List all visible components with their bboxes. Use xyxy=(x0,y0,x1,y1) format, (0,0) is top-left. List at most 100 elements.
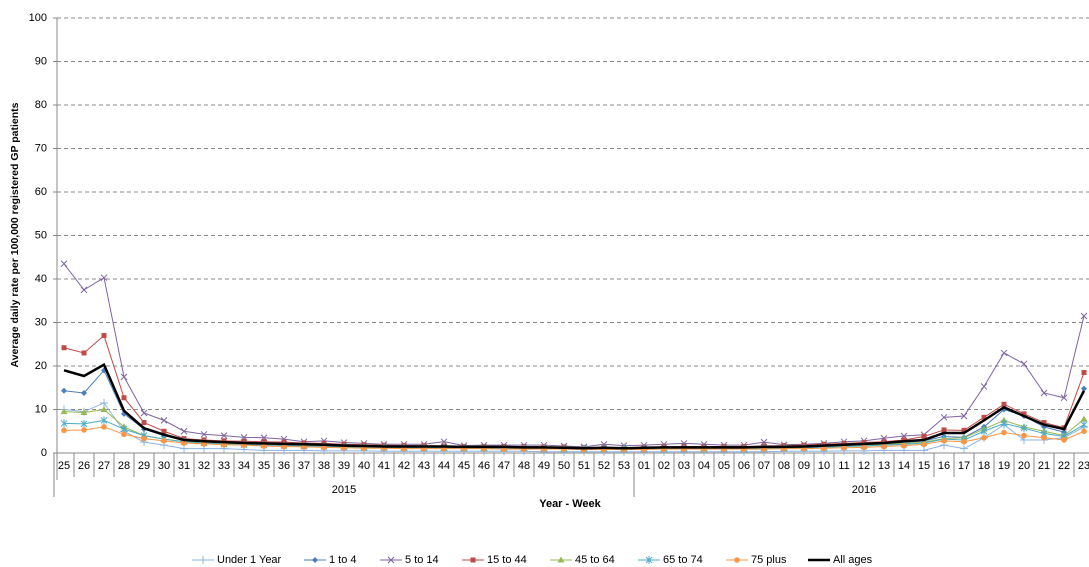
legend-label: 5 to 14 xyxy=(405,554,439,566)
x-tick-label: 52 xyxy=(598,460,610,472)
marker xyxy=(180,444,188,453)
marker xyxy=(61,387,67,394)
x-tick-label: 28 xyxy=(118,460,130,472)
x-tick-label: 25 xyxy=(58,460,70,472)
marker xyxy=(61,427,67,434)
marker xyxy=(61,345,67,351)
y-tick-label: 10 xyxy=(35,403,47,415)
marker xyxy=(881,443,887,450)
x-tick-label: 16 xyxy=(938,460,950,472)
marker xyxy=(940,413,948,421)
marker xyxy=(60,408,68,415)
marker xyxy=(901,442,907,449)
marker xyxy=(100,406,108,412)
marker xyxy=(140,409,148,417)
x-tick-label: 33 xyxy=(218,460,230,472)
marker xyxy=(100,416,108,425)
x-tick-label: 08 xyxy=(778,460,790,472)
x-tick-label: 06 xyxy=(738,460,750,472)
marker xyxy=(557,556,565,563)
x-tick-label: 27 xyxy=(98,460,110,472)
x-tick-label: 18 xyxy=(978,460,990,472)
x-tick-label: 11 xyxy=(838,460,849,472)
marker xyxy=(80,409,88,416)
legend-label: 15 to 44 xyxy=(487,554,527,566)
x-tick-label: 49 xyxy=(538,460,550,472)
marker xyxy=(80,419,88,428)
marker xyxy=(841,444,847,451)
x-tick-label: 10 xyxy=(818,460,830,472)
marker xyxy=(941,427,947,433)
x-tick-label: 05 xyxy=(718,460,730,472)
x-group-label: 2016 xyxy=(852,484,876,496)
y-tick-label: 50 xyxy=(35,229,47,241)
x-tick-label: 50 xyxy=(558,460,570,472)
marker xyxy=(1081,385,1087,392)
x-tick-label: 22 xyxy=(1058,460,1070,472)
marker xyxy=(1001,429,1007,436)
marker xyxy=(387,556,395,564)
marker xyxy=(120,373,128,381)
marker xyxy=(960,444,968,453)
marker xyxy=(312,557,318,563)
marker xyxy=(921,433,927,439)
marker xyxy=(1060,394,1068,402)
marker xyxy=(121,431,127,438)
x-tick-label: 19 xyxy=(998,460,1010,472)
x-tick-label: 35 xyxy=(258,460,270,472)
marker xyxy=(200,430,208,438)
x-tick-label: 42 xyxy=(398,460,410,472)
y-tick-label: 70 xyxy=(35,142,47,154)
marker xyxy=(1000,419,1008,428)
x-tick-label: 30 xyxy=(158,460,170,472)
x-tick-label: 43 xyxy=(418,460,430,472)
y-tick-label: 60 xyxy=(35,186,47,198)
series-line xyxy=(63,263,1085,448)
x-tick-label: 45 xyxy=(458,460,470,472)
legend-label: 1 to 4 xyxy=(329,554,357,566)
x-tick-label: 07 xyxy=(758,460,770,472)
marker xyxy=(100,274,108,282)
x-tick-label: 44 xyxy=(438,460,450,472)
marker xyxy=(980,383,988,390)
marker xyxy=(80,286,88,294)
marker xyxy=(101,333,107,339)
marker xyxy=(941,438,947,444)
marker xyxy=(961,438,967,445)
marker xyxy=(981,434,987,441)
marker xyxy=(1041,434,1047,441)
legend-label: 65 to 74 xyxy=(663,554,703,566)
y-tick-label: 0 xyxy=(41,447,47,459)
x-tick-label: 34 xyxy=(238,460,250,472)
marker xyxy=(1021,411,1027,417)
marker xyxy=(1020,424,1028,433)
marker xyxy=(101,424,107,430)
x-tick-label: 04 xyxy=(698,460,710,472)
marker xyxy=(141,420,147,426)
x-tick-label: 32 xyxy=(198,460,210,472)
marker xyxy=(220,432,228,439)
x-tick-label: 41 xyxy=(378,460,390,472)
marker xyxy=(1001,401,1007,407)
marker xyxy=(1041,420,1047,426)
marker xyxy=(1080,415,1088,422)
marker xyxy=(60,419,68,428)
x-tick-label: 17 xyxy=(958,460,970,472)
marker xyxy=(1081,428,1087,435)
y-tick-label: 30 xyxy=(35,316,47,328)
marker xyxy=(960,412,968,420)
marker xyxy=(81,389,87,396)
x-tick-label: 20 xyxy=(1018,460,1030,472)
x-group-label: 2015 xyxy=(332,484,356,496)
x-tick-label: 37 xyxy=(298,460,310,472)
marker xyxy=(645,556,653,564)
marker xyxy=(734,557,740,563)
marker xyxy=(920,446,928,455)
marker xyxy=(1061,437,1067,443)
x-tick-label: 31 xyxy=(178,460,190,472)
marker xyxy=(961,427,967,433)
x-tick-label: 40 xyxy=(358,460,370,472)
marker xyxy=(81,350,87,356)
marker xyxy=(100,398,108,407)
marker xyxy=(160,417,168,424)
